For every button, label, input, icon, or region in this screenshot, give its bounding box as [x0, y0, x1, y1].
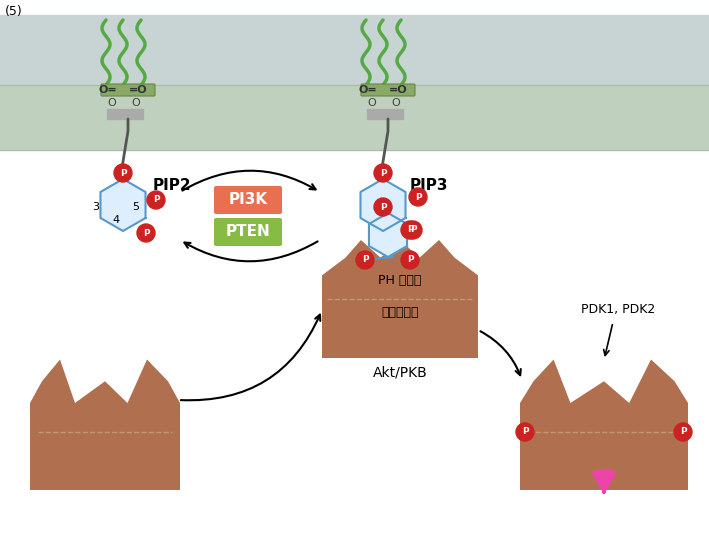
- Text: PH 结构域: PH 结构域: [379, 274, 422, 288]
- Text: =O: =O: [129, 85, 147, 95]
- Text: O: O: [108, 98, 116, 108]
- Text: O=: O=: [359, 85, 377, 95]
- Text: P: P: [380, 203, 386, 212]
- Text: P: P: [362, 256, 368, 264]
- Circle shape: [356, 251, 374, 269]
- Text: P: P: [380, 169, 386, 177]
- Text: P: P: [410, 225, 416, 235]
- FancyBboxPatch shape: [214, 186, 282, 214]
- Polygon shape: [369, 213, 407, 257]
- Bar: [107, 109, 143, 119]
- Text: O: O: [132, 98, 140, 108]
- FancyBboxPatch shape: [214, 218, 282, 246]
- Circle shape: [401, 221, 419, 239]
- Text: P: P: [152, 196, 160, 204]
- Polygon shape: [322, 240, 478, 358]
- Polygon shape: [101, 179, 145, 231]
- Text: O: O: [391, 98, 401, 108]
- Text: P: P: [522, 428, 528, 436]
- Text: Akt/PKB: Akt/PKB: [373, 365, 428, 379]
- Circle shape: [374, 164, 392, 182]
- Text: P: P: [680, 428, 686, 436]
- Text: P: P: [415, 192, 421, 202]
- Bar: [0, 85, 709, 150]
- Polygon shape: [520, 359, 688, 490]
- Bar: [0, 15, 709, 85]
- Text: P: P: [143, 229, 150, 237]
- Text: 激酶结构域: 激酶结构域: [381, 306, 419, 320]
- Circle shape: [137, 224, 155, 242]
- Text: 5: 5: [133, 202, 140, 212]
- Text: P: P: [120, 169, 126, 177]
- Circle shape: [147, 191, 165, 209]
- Text: PIP3: PIP3: [410, 177, 449, 192]
- Text: 3: 3: [92, 202, 99, 212]
- Text: PTEN: PTEN: [225, 224, 270, 240]
- Text: P: P: [407, 256, 413, 264]
- Text: PDK1, PDK2: PDK1, PDK2: [581, 304, 655, 316]
- Text: (5): (5): [5, 5, 23, 18]
- Text: O: O: [368, 98, 376, 108]
- Circle shape: [374, 198, 392, 216]
- Text: O=: O=: [99, 85, 117, 95]
- Text: 4: 4: [113, 215, 120, 225]
- Text: P: P: [407, 225, 413, 235]
- Circle shape: [516, 423, 534, 441]
- Text: PI3K: PI3K: [228, 192, 267, 208]
- Text: =O: =O: [389, 85, 407, 95]
- FancyBboxPatch shape: [361, 84, 415, 96]
- Circle shape: [404, 221, 422, 239]
- Text: PIP2: PIP2: [153, 177, 191, 192]
- Circle shape: [674, 423, 692, 441]
- Circle shape: [114, 164, 132, 182]
- Bar: [367, 109, 403, 119]
- FancyBboxPatch shape: [101, 84, 155, 96]
- Polygon shape: [30, 359, 180, 490]
- Polygon shape: [360, 179, 406, 231]
- Circle shape: [401, 251, 419, 269]
- Circle shape: [409, 188, 427, 206]
